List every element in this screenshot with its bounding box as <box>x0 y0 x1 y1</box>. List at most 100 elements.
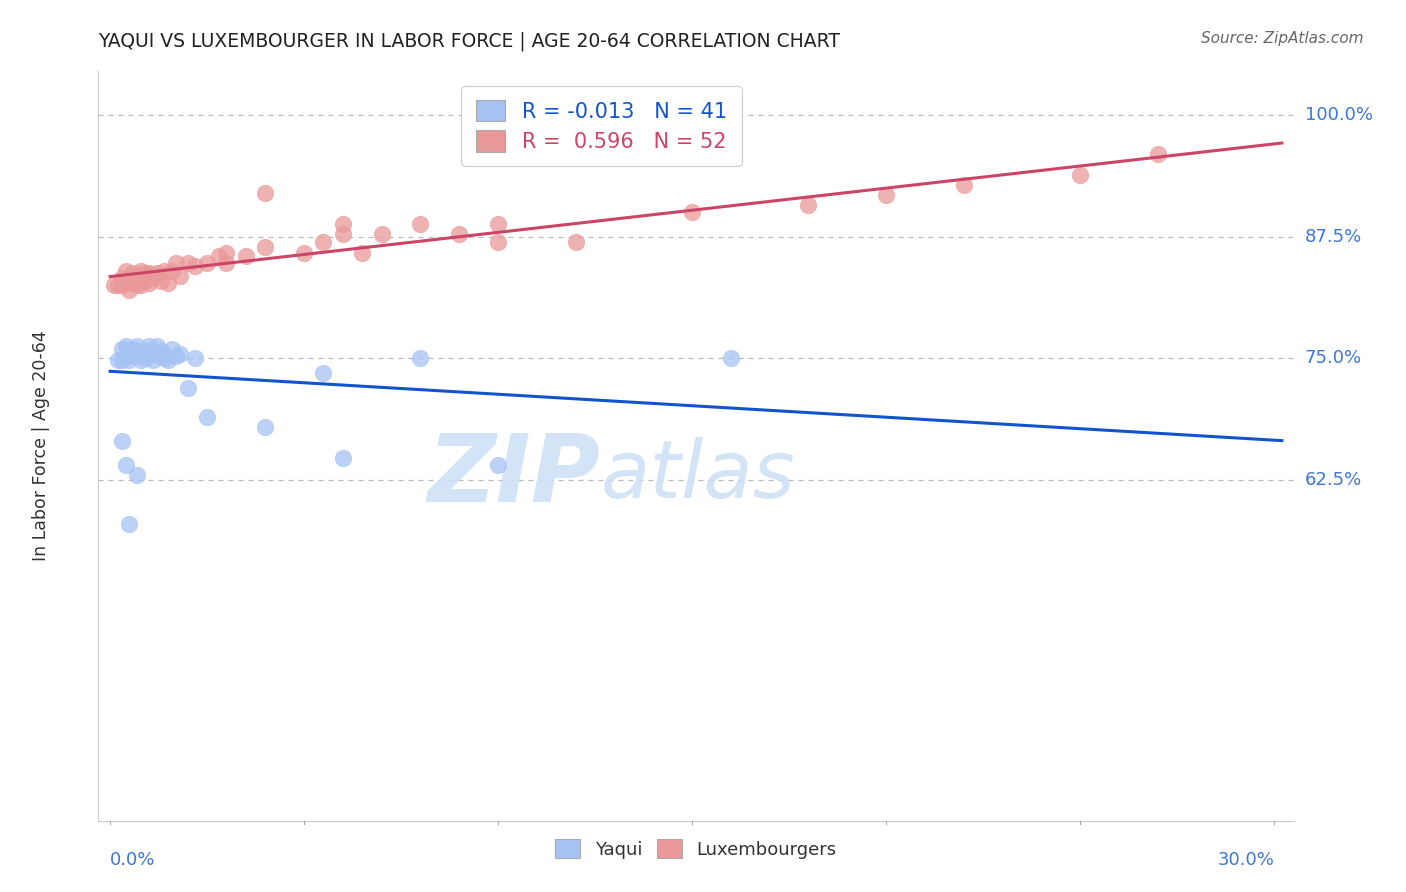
Point <box>409 351 432 366</box>
Point <box>332 227 354 241</box>
Point <box>184 259 207 273</box>
Point <box>114 458 136 473</box>
Point <box>134 351 156 366</box>
Point <box>145 266 167 280</box>
Point <box>138 266 160 280</box>
Point <box>195 409 218 424</box>
Point <box>409 217 432 231</box>
Text: 62.5%: 62.5% <box>1305 471 1362 489</box>
Point <box>486 458 509 473</box>
Point <box>153 351 176 366</box>
Text: Source: ZipAtlas.com: Source: ZipAtlas.com <box>1201 31 1364 46</box>
Point <box>122 350 145 364</box>
Legend: Yaqui, Luxembourgers: Yaqui, Luxembourgers <box>546 830 846 868</box>
Point <box>564 235 586 249</box>
Point <box>118 353 141 368</box>
Point <box>122 276 145 290</box>
Point <box>127 346 149 360</box>
Point <box>254 186 277 200</box>
Point <box>215 246 238 260</box>
Point <box>332 217 354 231</box>
Point <box>149 350 172 364</box>
Point <box>149 274 172 288</box>
Point <box>114 350 136 364</box>
Text: ZIP: ZIP <box>427 430 600 522</box>
Point <box>129 346 152 360</box>
Point <box>111 353 134 368</box>
Text: atlas: atlas <box>600 437 796 515</box>
Point <box>312 235 335 249</box>
Point <box>875 188 897 202</box>
Point <box>114 276 136 290</box>
Point <box>292 246 315 260</box>
Point <box>312 366 335 380</box>
Point <box>111 342 134 356</box>
Point <box>169 268 191 283</box>
Point <box>134 266 156 280</box>
Point <box>153 264 176 278</box>
Point <box>107 278 129 293</box>
Point <box>195 256 218 270</box>
Point <box>1069 169 1091 183</box>
Point <box>118 274 141 288</box>
Point <box>142 346 165 360</box>
Point <box>157 276 180 290</box>
Point <box>160 264 183 278</box>
Point <box>127 278 149 293</box>
Point <box>486 235 509 249</box>
Point <box>114 339 136 353</box>
Text: 0.0%: 0.0% <box>110 851 156 869</box>
Text: 30.0%: 30.0% <box>1218 851 1274 869</box>
Point <box>952 178 974 193</box>
Point <box>122 266 145 280</box>
Point <box>103 278 125 293</box>
Point <box>370 227 392 241</box>
Point <box>235 249 257 263</box>
Point <box>160 342 183 356</box>
Point <box>142 270 165 285</box>
Point <box>114 264 136 278</box>
Point <box>134 274 156 288</box>
Point <box>129 264 152 278</box>
Point <box>138 276 160 290</box>
Point <box>149 343 172 358</box>
Text: 100.0%: 100.0% <box>1305 106 1372 124</box>
Point <box>254 419 277 434</box>
Point <box>138 346 160 360</box>
Point <box>111 270 134 285</box>
Text: YAQUI VS LUXEMBOURGER IN LABOR FORCE | AGE 20-64 CORRELATION CHART: YAQUI VS LUXEMBOURGER IN LABOR FORCE | A… <box>98 31 841 51</box>
Point <box>118 516 141 531</box>
Point <box>681 205 703 219</box>
Point <box>127 339 149 353</box>
Point <box>111 434 134 449</box>
Point <box>145 346 167 360</box>
Point <box>720 351 742 366</box>
Point <box>142 353 165 368</box>
Point <box>138 339 160 353</box>
Point <box>134 343 156 358</box>
Point <box>184 351 207 366</box>
Point <box>122 342 145 356</box>
Point <box>352 246 374 260</box>
Point <box>449 227 471 241</box>
Text: 87.5%: 87.5% <box>1305 227 1362 246</box>
Point <box>118 283 141 297</box>
Point <box>254 239 277 253</box>
Point <box>176 256 198 270</box>
Point <box>157 353 180 368</box>
Point <box>176 381 198 395</box>
Point <box>145 339 167 353</box>
Point <box>797 197 820 211</box>
Point <box>127 468 149 483</box>
Text: In Labor Force | Age 20-64: In Labor Force | Age 20-64 <box>32 331 51 561</box>
Point <box>486 217 509 231</box>
Point <box>129 278 152 293</box>
Point <box>107 353 129 368</box>
Text: 75.0%: 75.0% <box>1305 350 1362 368</box>
Point <box>208 249 231 263</box>
Point <box>215 256 238 270</box>
Point <box>165 256 187 270</box>
Point <box>127 268 149 283</box>
Point <box>111 278 134 293</box>
Point <box>129 353 152 368</box>
